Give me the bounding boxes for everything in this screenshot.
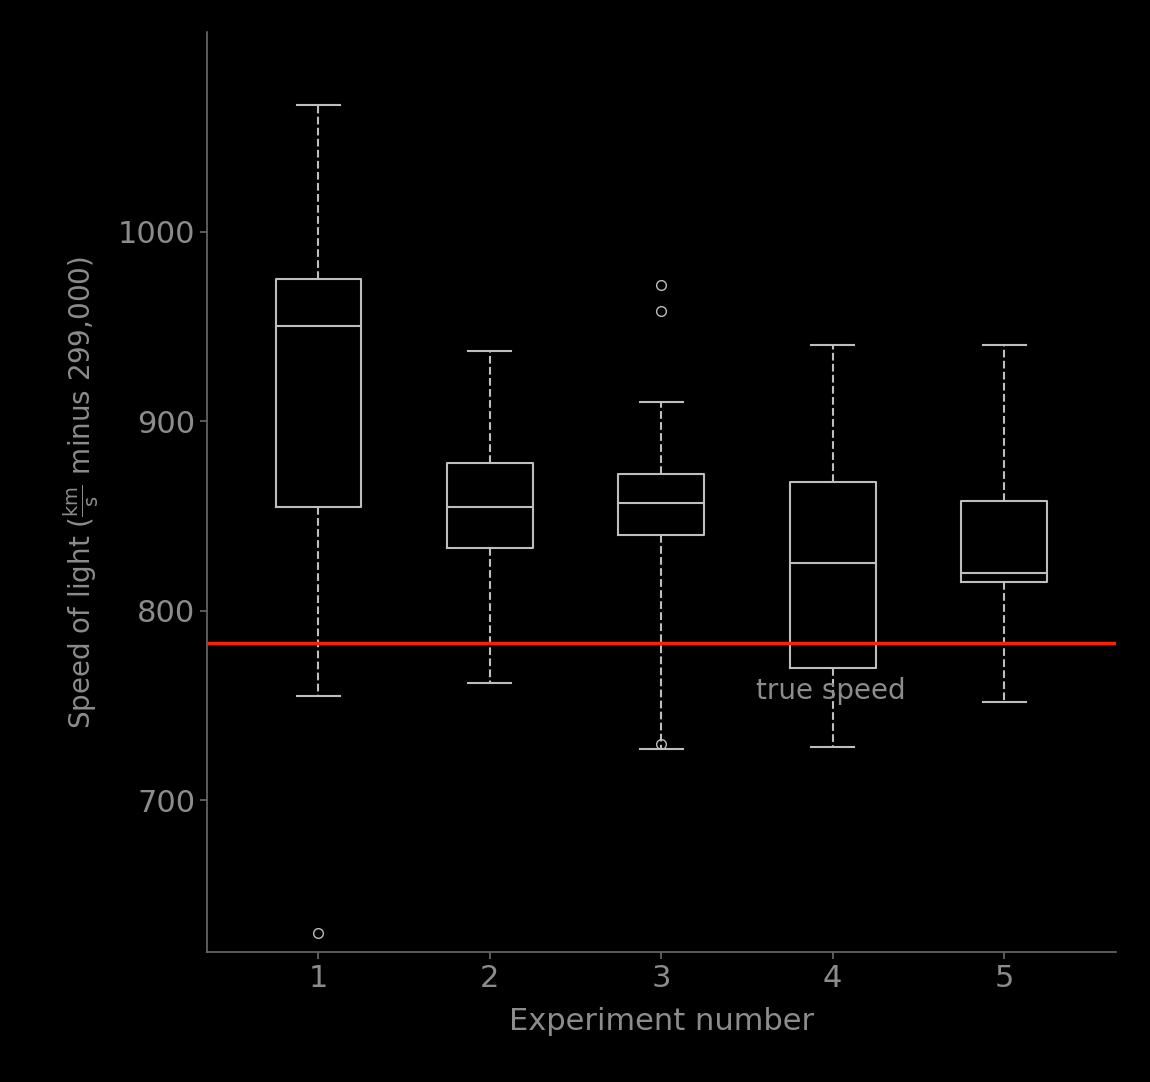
- Text: true speed: true speed: [756, 677, 905, 705]
- X-axis label: Experiment number: Experiment number: [508, 1007, 814, 1035]
- Y-axis label: Speed of light ($\frac{\rm km}{\rm s}$ minus 299,000): Speed of light ($\frac{\rm km}{\rm s}$ m…: [62, 256, 101, 728]
